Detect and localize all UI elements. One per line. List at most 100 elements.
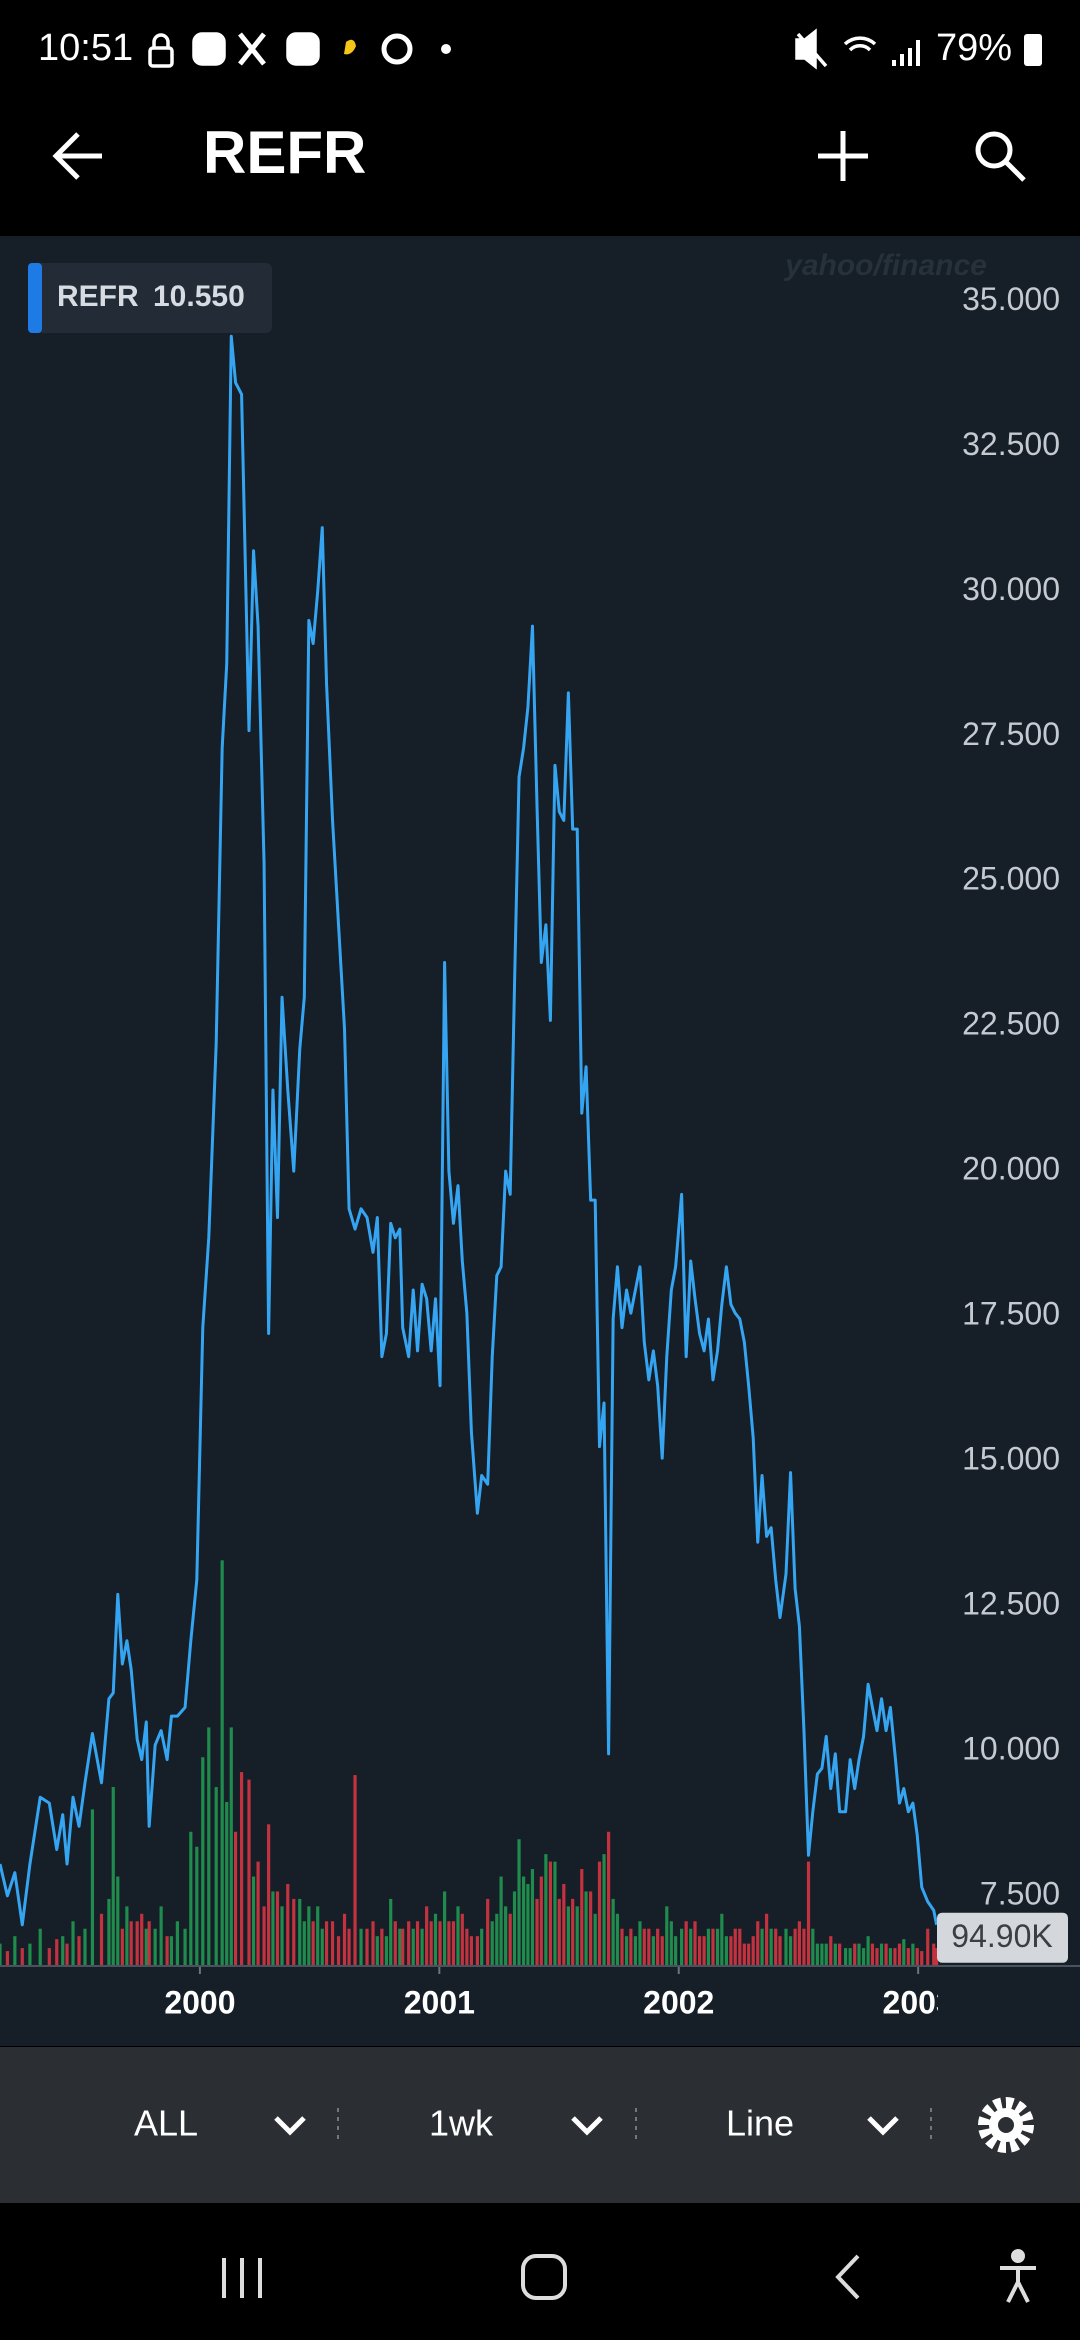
settings-button[interactable] (978, 2097, 1034, 2153)
volume-bar (738, 1928, 742, 1966)
volume-bar (107, 1898, 111, 1966)
nav-bar (222, 2249, 1036, 2303)
interval-selector[interactable]: 1wk (429, 2103, 494, 2144)
volume-bar (183, 1928, 187, 1966)
volume-bar (932, 1943, 936, 1966)
y-tick-label: 17.500 (962, 1296, 1060, 1332)
status-time: 10:51 (38, 27, 133, 69)
readout-swatch (28, 263, 42, 333)
volume-bar (486, 1898, 490, 1966)
volume-bar (911, 1943, 915, 1966)
range-chevron[interactable] (274, 2116, 306, 2136)
volume-bar (398, 1928, 402, 1966)
readout-value: 10.550 (153, 280, 245, 313)
interval-chevron[interactable] (571, 2116, 603, 2136)
volume-bar (866, 1936, 870, 1966)
volume-bar (371, 1921, 375, 1966)
volume-bar (480, 1928, 484, 1966)
volume-bar (214, 1787, 218, 1966)
volume-bar (702, 1936, 706, 1966)
volume-bar (902, 1939, 906, 1966)
volume-bar (684, 1921, 688, 1966)
volume-bar (61, 1936, 65, 1966)
volume-bar (135, 1921, 139, 1966)
volume-bar (729, 1936, 733, 1966)
volume-bar (784, 1928, 788, 1966)
x-axis: 19992000200120022003 (164, 1984, 938, 2020)
back-button[interactable] (52, 132, 102, 180)
volume-bar (720, 1913, 724, 1966)
axes: 7.500 10.000 12.500 15.000 17.500 20.000 22.50… (0, 281, 1080, 1974)
volume-bar (602, 1854, 606, 1966)
volume-tag-label: 94.90K (951, 1918, 1052, 1954)
nav-home[interactable] (521, 2254, 567, 2300)
volume-bar (629, 1928, 633, 1966)
volume-bar (111, 1787, 115, 1966)
volume-bar (71, 1921, 75, 1966)
volume-bar (201, 1757, 205, 1966)
volume-bar (526, 1883, 530, 1966)
volume-bar (442, 1891, 447, 1966)
volume-bar (844, 1948, 848, 1966)
add-button[interactable] (818, 131, 868, 181)
range-selector[interactable]: ALL (134, 2103, 198, 2144)
chart-type-selector[interactable]: Line (726, 2103, 794, 2144)
nav-recents[interactable] (222, 2258, 262, 2298)
watermark: yahoo/finance (783, 249, 987, 282)
volume-bar (20, 1948, 24, 1966)
volume-bar (256, 1861, 260, 1966)
y-tick-label: 35.000 (962, 281, 1060, 317)
volume-bar (38, 1928, 42, 1966)
volume-bar (633, 1936, 638, 1966)
volume-bar (906, 1948, 910, 1966)
volume-bar (815, 1943, 819, 1966)
volume-bar (298, 1898, 302, 1966)
volume-bar (756, 1921, 760, 1966)
readout-symbol: REFR (57, 280, 139, 313)
volume-bar (833, 1943, 837, 1966)
volume-bar (475, 1936, 479, 1966)
volume-bar (934, 1948, 939, 1966)
volume-bar (320, 1928, 324, 1966)
y-tick-label: 20.000 (962, 1151, 1060, 1187)
volume-bar (724, 1936, 728, 1966)
price-line (0, 334, 939, 1927)
volume-bar (861, 1948, 866, 1966)
volume-bar (411, 1928, 415, 1966)
volume-bar (522, 1876, 526, 1966)
volume-bar (656, 1928, 660, 1966)
volume-bar (129, 1921, 133, 1966)
volume-bar (175, 1921, 180, 1966)
volume-bar (429, 1921, 433, 1966)
volume-bar (251, 1876, 256, 1966)
volume-bar (760, 1928, 764, 1966)
top-background (0, 0, 1080, 236)
volume-bar (897, 1943, 902, 1966)
volume-bar (562, 1883, 566, 1966)
volume-bar (389, 1898, 393, 1966)
volume-bar (140, 1913, 144, 1966)
volume-bar (393, 1921, 397, 1966)
volume-bar (893, 1948, 897, 1966)
y-tick-label: 22.500 (962, 1006, 1060, 1042)
volume-bar (55, 1939, 59, 1966)
volume-bar (548, 1861, 553, 1966)
volume-bar (530, 1869, 535, 1966)
volume-bar (593, 1913, 597, 1966)
chart-type-chevron[interactable] (867, 2116, 899, 2136)
nav-accessibility[interactable] (1000, 2249, 1036, 2303)
volume-bar (0, 1943, 2, 1966)
volume-bar (774, 1928, 778, 1966)
volume-bar (465, 1928, 469, 1966)
volume-bar (420, 1928, 424, 1966)
volume-bar (512, 1891, 517, 1966)
volume-bar (535, 1898, 539, 1966)
volume-bar (365, 1928, 369, 1966)
volume-bar (469, 1936, 474, 1966)
volume-bar (447, 1921, 451, 1966)
nav-back[interactable] (835, 2254, 860, 2300)
volume-bar (553, 1861, 557, 1966)
search-button[interactable] (975, 131, 1026, 182)
volume-bar (769, 1928, 773, 1966)
